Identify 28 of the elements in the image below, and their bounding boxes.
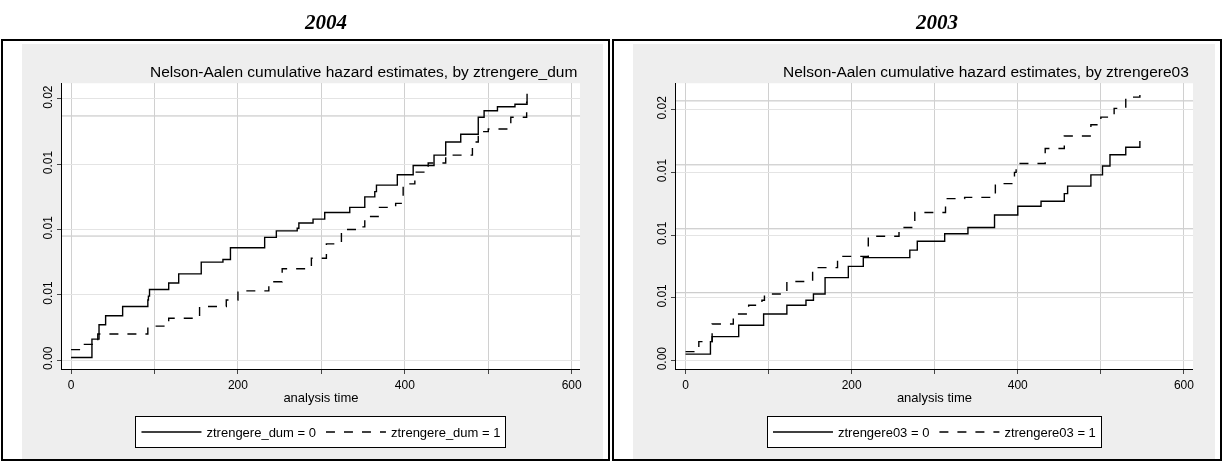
y-tick-label: 0.01 bbox=[41, 280, 56, 305]
chart-subtitle: Nelson-Aalen cumulative hazard estimates, by ztrengere_dum bbox=[150, 63, 578, 80]
x-axis-title: analysis time bbox=[896, 390, 973, 406]
y-tick-label: 0.01 bbox=[655, 158, 670, 183]
y-tick-label: 0.00 bbox=[655, 346, 670, 371]
legend-label: ztrengere_dum = 0 bbox=[206, 425, 316, 441]
y-tick-label: 0.01 bbox=[655, 283, 670, 308]
y-tick-label: 0.01 bbox=[41, 150, 56, 175]
x-tick-label: 400 bbox=[1007, 377, 1029, 392]
x-tick-label: 200 bbox=[227, 377, 249, 392]
legend-label: ztrengere03 = 1 bbox=[1004, 425, 1096, 441]
legend-label: ztrengere03 = 0 bbox=[837, 425, 930, 441]
legend-label: ztrengere_dum = 1 bbox=[390, 425, 501, 441]
x-tick-label: 0 bbox=[682, 377, 690, 392]
x-tick-label: 600 bbox=[1173, 377, 1195, 392]
chart-title: 2003 bbox=[915, 10, 958, 34]
x-tick-label: 400 bbox=[394, 377, 416, 392]
x-tick-label: 200 bbox=[841, 377, 862, 392]
chart-title: 2004 bbox=[304, 10, 347, 34]
y-tick-label: 0.02 bbox=[41, 85, 56, 109]
y-tick-label: 0.00 bbox=[41, 346, 56, 370]
y-tick-label: 0.01 bbox=[655, 221, 670, 245]
y-tick-label: 0.02 bbox=[655, 95, 670, 120]
y-tick-label: 0.01 bbox=[41, 215, 56, 240]
x-axis-title: analysis time bbox=[283, 390, 359, 406]
x-tick-label: 600 bbox=[561, 377, 583, 392]
x-tick-label: 0 bbox=[67, 377, 75, 392]
chart-subtitle: Nelson-Aalen cumulative hazard estimates, by ztrengere03 bbox=[783, 63, 1189, 80]
